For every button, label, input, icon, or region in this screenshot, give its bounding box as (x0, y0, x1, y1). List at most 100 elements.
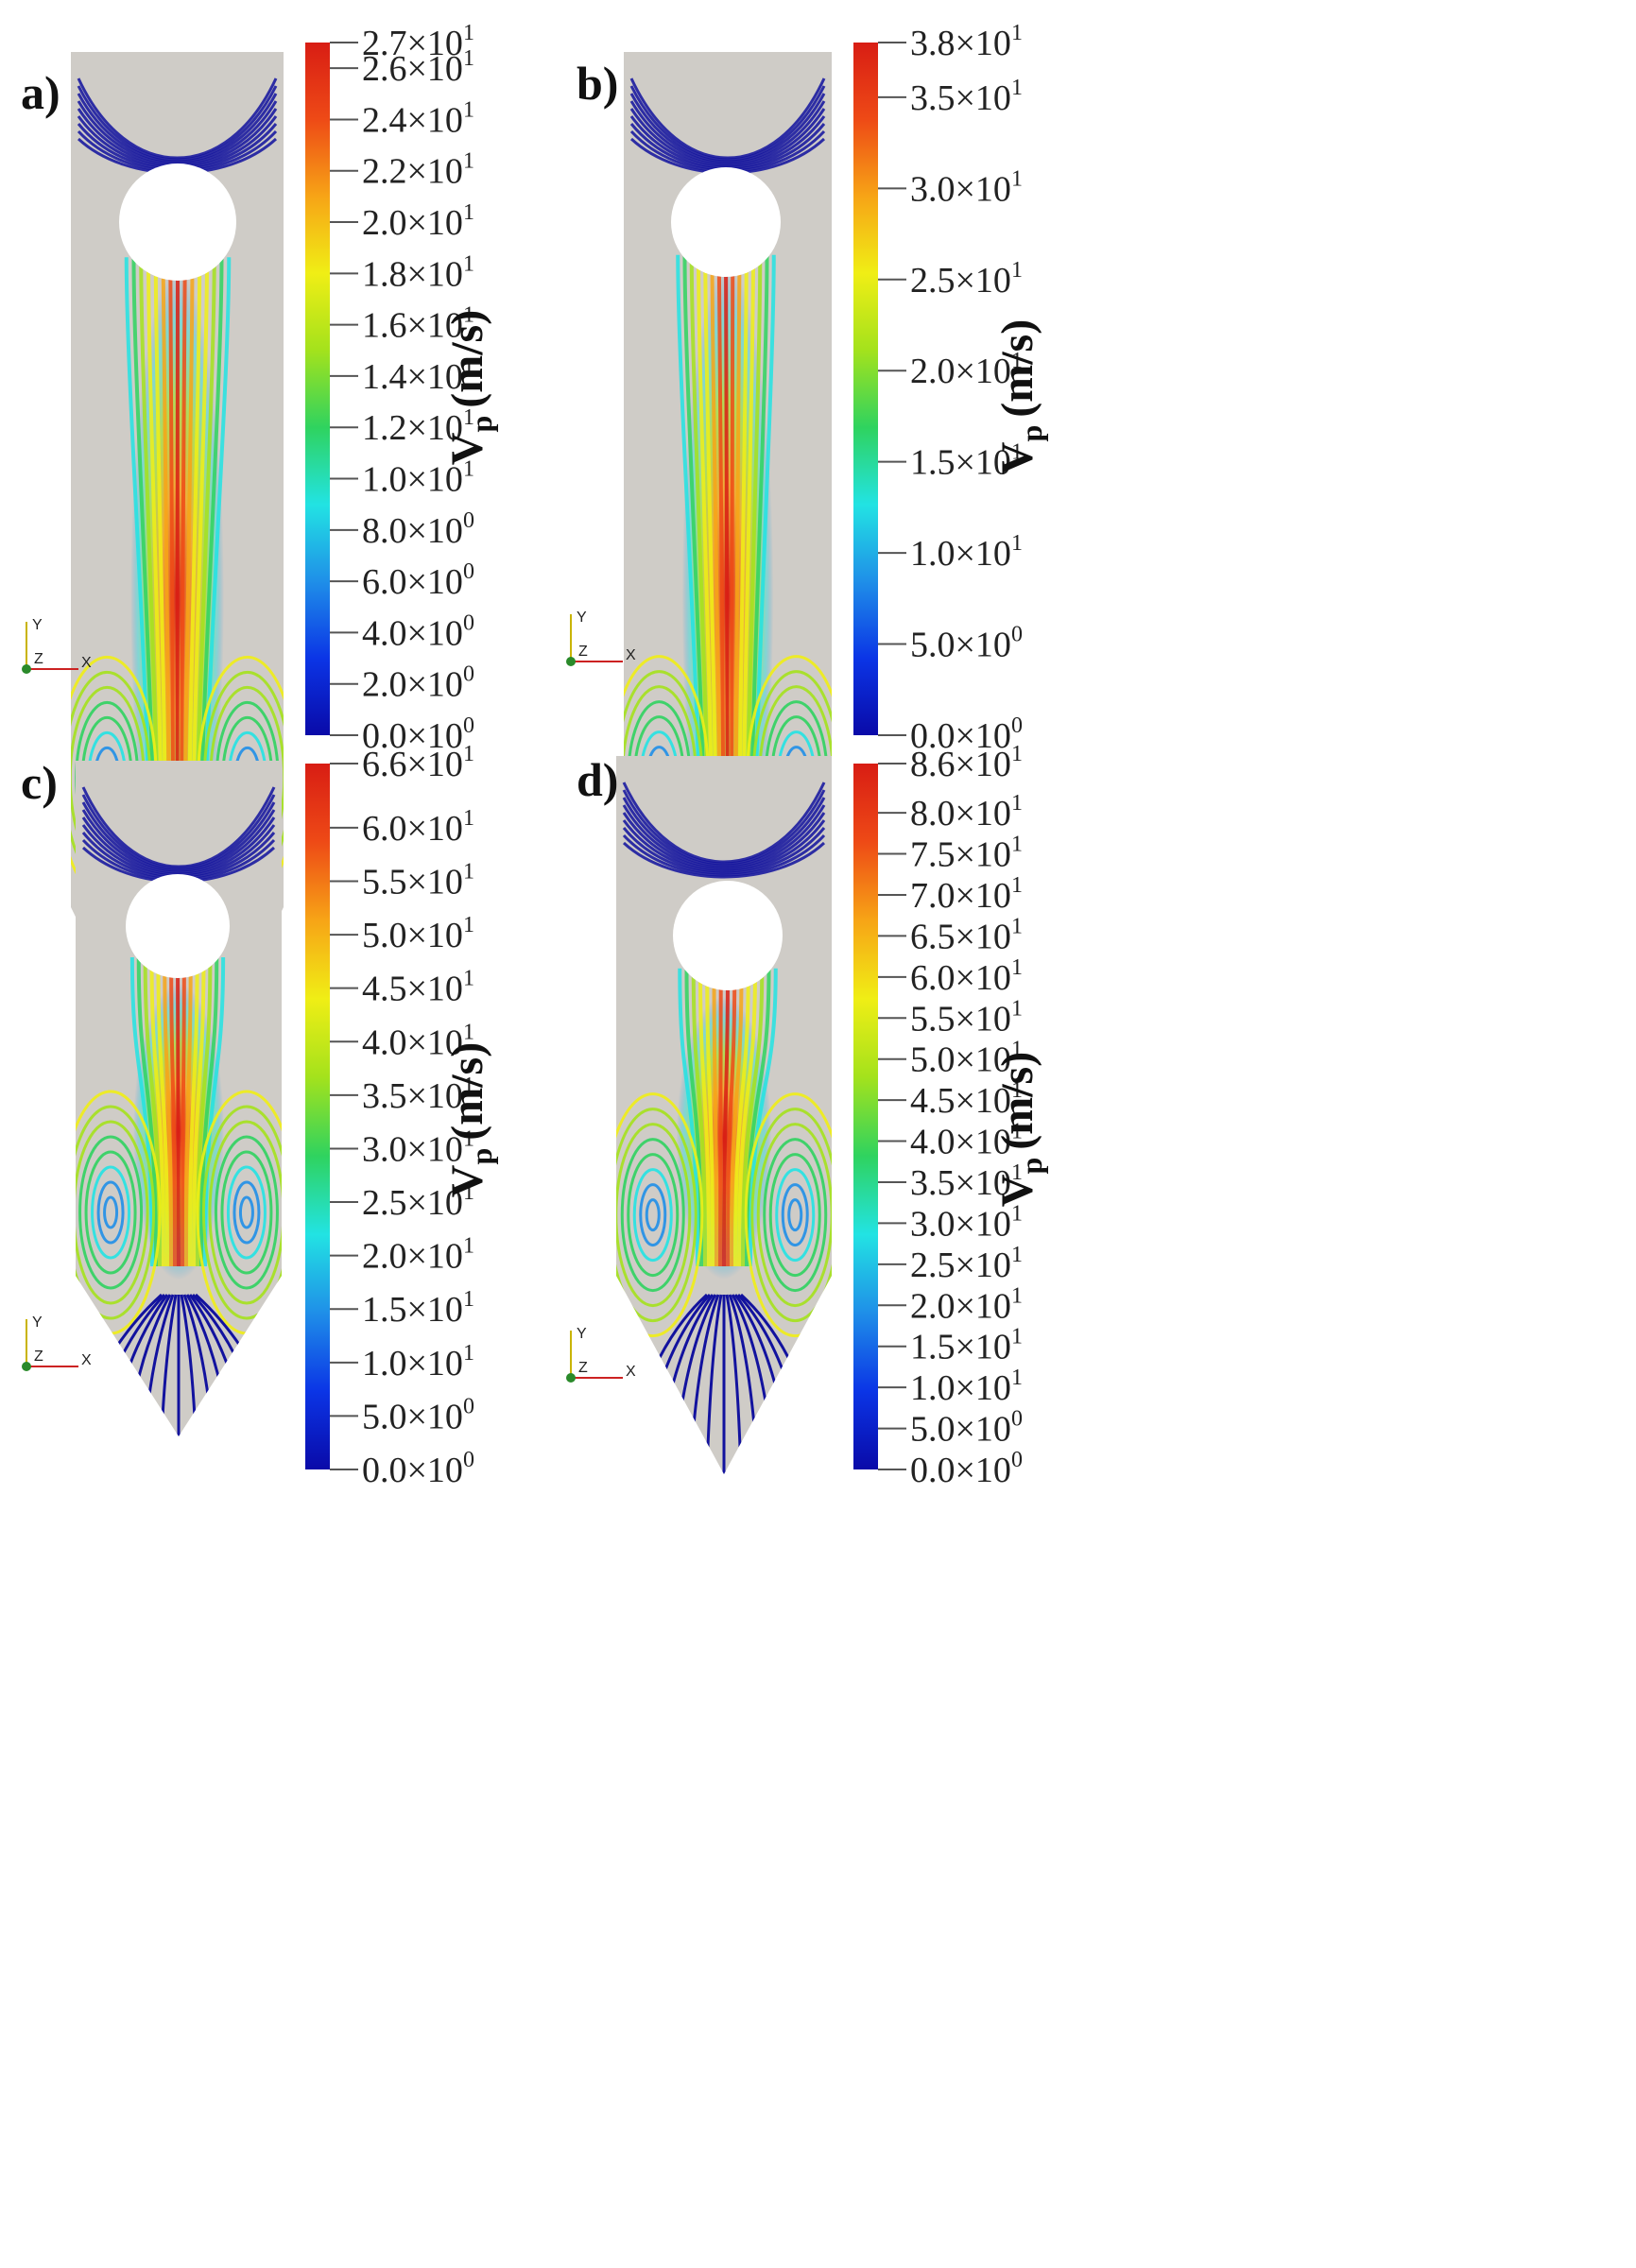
upper-streamline (629, 85, 826, 162)
colorbar-tick-label: 1.2×101 (362, 405, 474, 448)
upper-streamline (629, 77, 826, 160)
upper-streamline (77, 77, 278, 160)
streamline (176, 956, 181, 1267)
axes-triad: Y Z X (22, 1314, 92, 1371)
colorbar-tick-label: 4.0×101 (362, 1020, 474, 1062)
vortex-ring (84, 1150, 137, 1275)
vortex-ring (201, 1105, 282, 1320)
upper-streamline (81, 786, 276, 868)
colorbar-tick-label: 1.5×101 (910, 1325, 1023, 1367)
colorbar-gradient (853, 764, 878, 1469)
vortex-ring (76, 1105, 156, 1320)
streamline (136, 956, 158, 1267)
vortex-ring (616, 1108, 697, 1323)
streamline (698, 968, 711, 1267)
vortex-ring (620, 1138, 685, 1293)
colorbar-tick-label: 0.0×100 (910, 1448, 1023, 1490)
upper-streamline (622, 789, 826, 866)
colorbar-tick-label: 0.0×100 (362, 713, 474, 756)
colorbar-tick-label: 5.0×101 (910, 1038, 1023, 1080)
vortex-ring (76, 1120, 149, 1305)
vortex-ring (616, 1123, 692, 1308)
vortex-ring (750, 1108, 832, 1323)
axis-x-label: X (626, 1364, 636, 1380)
upper-streamline (622, 797, 826, 868)
colorbar-tick-label: 6.0×101 (362, 806, 474, 849)
upper-streamline (622, 804, 826, 869)
colorbar-tick-label: 5.0×100 (910, 1407, 1023, 1450)
vortex-ring (763, 1138, 828, 1293)
vortex-ring (627, 1153, 680, 1278)
colorbar-tick-label: 4.5×101 (362, 967, 474, 1009)
streamline (192, 956, 206, 1267)
vortex-ring (781, 1183, 809, 1247)
colorbar-tick-label: 1.0×101 (362, 1341, 474, 1383)
upper-streamline (622, 819, 826, 873)
upper-streamline (622, 833, 826, 877)
vortex-ring (632, 1168, 673, 1263)
panel-label: a) (21, 66, 60, 119)
colorbar-tick-label: 8.0×101 (910, 791, 1023, 833)
colorbar: 0.0×1005.0×1001.0×1011.5×1012.0×1012.5×1… (305, 742, 474, 1490)
panel-label: b) (577, 57, 618, 110)
colorbar-tick-label: 5.5×101 (362, 860, 474, 902)
colorbar: 0.0×1005.0×1001.0×1011.5×1012.0×1012.5×1… (853, 742, 1023, 1490)
streamline (737, 968, 757, 1267)
colorbar: 0.0×1005.0×1001.0×1011.5×1012.0×1012.5×1… (853, 21, 1023, 756)
colorbar-tick-label: 5.0×100 (910, 623, 1023, 665)
vortex-ring (787, 1198, 803, 1232)
upper-streamline (629, 100, 826, 165)
colorbar: 0.0×100 2.0×100 4.0×100 6.0×100 8.0×100 1.0×1… (305, 21, 474, 756)
streamline (129, 956, 154, 1267)
vortex-ring (103, 1195, 119, 1229)
panel-c: c) Y Z X 0.0×100 5.0×100 1.0×101 1.5×101 2.0×101… (21, 742, 498, 1490)
colorbar-tick-label: 2.0×101 (910, 1283, 1023, 1326)
colorbar-tick-label: 3.5×101 (362, 1074, 474, 1116)
vortex-ring (220, 1150, 273, 1275)
upper-streamline (622, 827, 826, 875)
vortex-ring (775, 1168, 816, 1263)
axis-y-label: Y (577, 1326, 587, 1342)
streamline (691, 968, 707, 1267)
axes-triad: Y Z X (566, 610, 636, 666)
colorbar-tick-label: 1.0×101 (910, 1366, 1023, 1408)
colorbar-tick-label: 2.6×101 (362, 46, 474, 89)
colorbar-tick-label: 6.0×100 (362, 559, 474, 602)
vortex-ring (96, 1180, 125, 1245)
axes-triad: Y Z X (566, 1326, 636, 1383)
colorbar-tick-label: 1.8×101 (362, 251, 474, 294)
colorbar-tick-label: 6.0×101 (910, 955, 1023, 998)
colorbar-tick-label: 2.0×101 (362, 200, 474, 243)
upper-streamline (629, 93, 826, 163)
streamline (726, 968, 737, 1267)
colorbar-tick-label: 2.0×101 (362, 1234, 474, 1277)
vortex-ring (645, 1198, 661, 1232)
colorbar-tick-label: 7.5×101 (910, 833, 1023, 875)
colorbar-tick-label: 1.0×101 (910, 531, 1023, 574)
colorbar-gradient (853, 43, 878, 735)
colorbar-tick-label: 2.5×101 (910, 258, 1023, 301)
upper-streamline (81, 794, 276, 870)
cylinder-obstacle (126, 874, 230, 978)
colorbar-tick-label: 2.7×101 (362, 21, 474, 63)
colorbar-tick-label: 2.0×100 (362, 662, 474, 705)
colorbar-tick-label: 4.5×101 (910, 1078, 1023, 1121)
colorbar-tick-label: 4.0×101 (910, 1120, 1023, 1162)
vortex-ring (744, 1092, 832, 1338)
axis-z-label: Z (34, 1349, 43, 1365)
streamline (718, 968, 723, 1267)
colorbar-title: Vp(m/s) (992, 1052, 1048, 1207)
colorbar-tick-label: 1.6×101 (362, 303, 474, 346)
colorbar-tick-label: 1.5×101 (362, 1287, 474, 1330)
axis-x-label: X (81, 655, 92, 671)
colorbar-tick-label: 0.0×100 (362, 1448, 474, 1490)
streamline (184, 956, 193, 1267)
streamlines (76, 786, 282, 1436)
colorbar-tick-label: 5.0×100 (362, 1394, 474, 1436)
axis-x-label: X (81, 1352, 92, 1368)
colorbar-tick-label: 2.0×101 (910, 349, 1023, 391)
colorbar-tick-label: 2.4×101 (362, 97, 474, 140)
vortex-ring (232, 1180, 261, 1245)
axis-x-label: X (626, 647, 636, 663)
